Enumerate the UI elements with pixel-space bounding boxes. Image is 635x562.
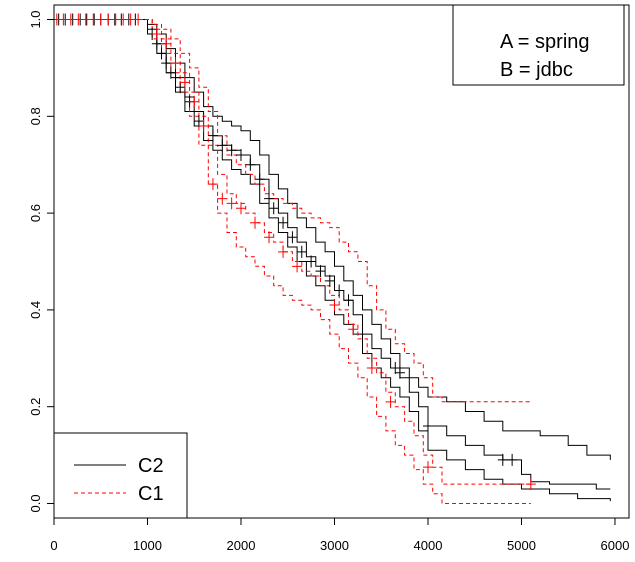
censor-mark-c2 <box>254 173 265 186</box>
y-axis: 0.0 0.2 0.4 0.6 0.8 1.0 <box>28 10 54 513</box>
censor-mark-c2 <box>296 245 307 258</box>
x-tick-label: 0 <box>50 538 57 553</box>
censor-mark-c2 <box>287 231 298 244</box>
censor-mark-c1 <box>278 245 289 258</box>
x-tick-label: 5000 <box>507 538 536 553</box>
censor-mark-c2 <box>497 453 508 466</box>
legend: C2 C1 <box>53 432 188 519</box>
censor-mark-c1 <box>366 361 377 374</box>
y-tick-label: 0.6 <box>28 204 43 222</box>
series-line-c1-lower <box>54 19 531 504</box>
censor-mark-c2 <box>507 453 518 466</box>
censor-mark-c1 <box>348 323 359 336</box>
censor-mark-c1 <box>264 231 275 244</box>
censor-mark-c1 <box>250 216 261 229</box>
censor-mark-c1 <box>198 119 209 132</box>
censor-mark-c1 <box>133 13 144 26</box>
y-tick-label: 0.2 <box>28 398 43 416</box>
censor-mark-c1 <box>217 192 228 205</box>
x-tick-label: 4000 <box>414 538 443 553</box>
censor-mark-c2 <box>334 284 345 297</box>
legend-frame <box>53 432 188 519</box>
censor-mark-c1 <box>161 37 172 50</box>
censor-mark-c2 <box>422 420 433 433</box>
y-tick-label: 0.4 <box>28 301 43 319</box>
censor-mark-c1 <box>207 178 218 191</box>
censor-mark-c1 <box>189 95 200 108</box>
censor-mark-c1 <box>422 461 433 474</box>
censor-mark-c2 <box>306 255 317 268</box>
censor-mark-c2 <box>245 158 256 171</box>
censor-mark-c2 <box>394 366 405 379</box>
censor-mark-c2 <box>264 192 275 205</box>
plot-frame <box>53 4 630 519</box>
censor-mark-c2 <box>343 294 354 307</box>
censor-mark-c1 <box>170 57 181 70</box>
x-axis: 0 1000 2000 3000 4000 5000 6000 <box>50 518 629 553</box>
censor-mark-c2 <box>193 115 204 128</box>
censor-mark-c2 <box>315 265 326 278</box>
y-tick-label: 1.0 <box>28 10 43 28</box>
x-tick-label: 1000 <box>133 538 162 553</box>
censor-mark-c2 <box>235 149 246 162</box>
series-line-c2-upper <box>54 19 611 460</box>
censor-mark-c2 <box>175 81 186 94</box>
censor-mark-c2 <box>217 139 228 152</box>
censor-mark-c1 <box>179 76 190 89</box>
censor-mark-c1 <box>151 28 162 41</box>
censor-mark-c2 <box>161 57 172 70</box>
censor-mark-c1 <box>292 260 303 273</box>
censor-mark-c2 <box>156 47 167 60</box>
censor-mark-c1 <box>329 299 340 312</box>
censor-mark-c2 <box>324 274 335 287</box>
series-line-c1-upper <box>54 19 531 403</box>
x-tick-label: 3000 <box>320 538 349 553</box>
x-tick-label: 2000 <box>227 538 256 553</box>
legend-label-c1: C1 <box>138 483 164 505</box>
y-tick-label: 0.8 <box>28 107 43 125</box>
censor-marks-layer <box>51 13 536 491</box>
annotation-box: A = spring B = jdbc <box>452 4 625 86</box>
annotation-line-b: B = jdbc <box>500 59 573 81</box>
censor-mark-c2 <box>278 216 289 229</box>
censor-mark-c1 <box>235 202 246 215</box>
censor-mark-c2 <box>170 71 181 84</box>
annotation-line-a: A = spring <box>500 31 590 53</box>
x-tick-label: 6000 <box>601 538 630 553</box>
y-tick-label: 0.0 <box>28 494 43 512</box>
censor-mark-c2 <box>390 361 401 374</box>
legend-label-c2: C2 <box>138 455 164 477</box>
censor-mark-c1 <box>525 478 536 491</box>
censor-mark-c2 <box>268 202 279 215</box>
censor-mark-c2 <box>207 129 218 142</box>
censor-mark-c2 <box>226 144 237 157</box>
censor-mark-c1 <box>226 197 237 210</box>
censor-mark-c2 <box>165 66 176 79</box>
annotation-frame <box>452 4 625 86</box>
censor-mark-c1 <box>385 395 396 408</box>
